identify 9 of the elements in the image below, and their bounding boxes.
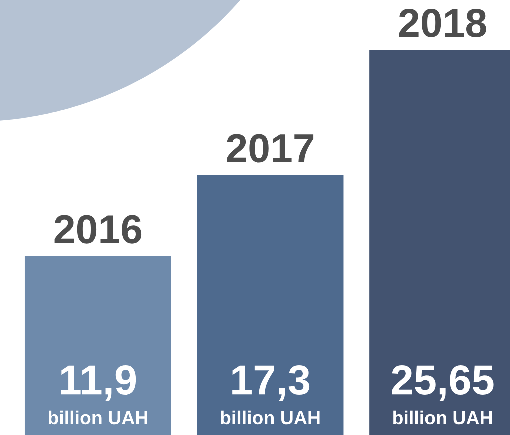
x-tick-label: 2018 <box>399 8 486 38</box>
data-label: 25,65 <box>392 365 494 402</box>
annotation: billion UAH <box>221 410 320 425</box>
annotation: billion UAH <box>394 410 492 425</box>
x-tick-label: 2016 <box>54 215 142 244</box>
data-label: 11,9 <box>61 365 136 402</box>
annotation: billion UAH <box>48 410 148 425</box>
x-tick-label: 2017 <box>227 134 314 163</box>
data-label: 17,3 <box>232 365 310 402</box>
